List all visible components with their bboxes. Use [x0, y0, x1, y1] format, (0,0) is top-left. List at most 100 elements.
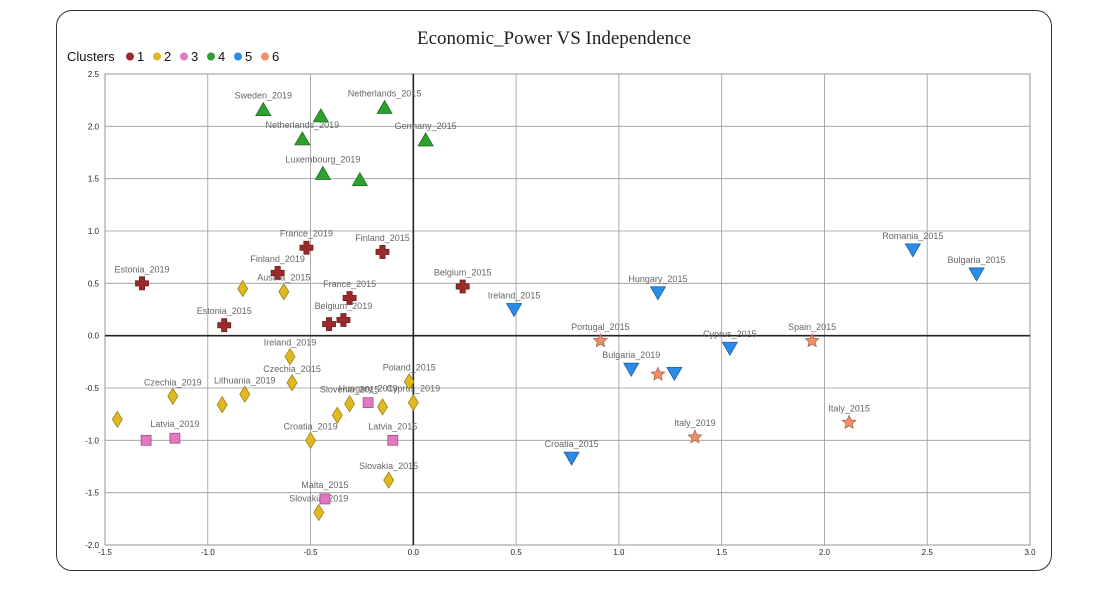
legend-dot-1	[126, 52, 134, 61]
cluster-1-point	[342, 291, 357, 305]
cluster-1-point	[299, 240, 314, 255]
cluster-2-point	[167, 387, 179, 406]
legend: Clusters 1 2 3 4 5 6	[67, 49, 279, 64]
point-label: Hungary_2015	[628, 274, 687, 284]
point-label: Belgium_2015	[434, 267, 492, 277]
point-label: Cyprus_2019	[387, 384, 441, 394]
cluster-3-point	[319, 493, 331, 505]
point-label: Italy_2019	[674, 418, 716, 428]
point-label: Czechia_2015	[263, 364, 321, 374]
cluster-1-point	[270, 265, 285, 280]
chart-frame: Economic_Power VS Independence	[56, 10, 1052, 571]
point-label: Finland_2015	[355, 233, 410, 243]
cluster-6-point	[804, 332, 820, 348]
point-label: Bulgaria_2015	[948, 255, 1006, 265]
x-tick-label: 2.5	[922, 548, 934, 557]
cluster-4-point	[417, 132, 434, 147]
cluster-2-point	[407, 393, 419, 412]
legend-label-4: 4	[218, 49, 225, 64]
point-label: Malta_2015	[301, 480, 348, 490]
cluster-4-point	[314, 165, 332, 180]
cluster-6-point	[841, 414, 857, 430]
cluster-1-point	[217, 318, 232, 333]
chart-title: Economic_Power VS Independence	[416, 28, 691, 49]
cluster-1-point	[322, 317, 336, 332]
x-tick-label: 0.0	[408, 548, 420, 557]
cluster-2-point	[216, 395, 228, 414]
cluster-2-point	[239, 385, 251, 404]
cluster-2-point	[403, 372, 415, 391]
point-label: Poland_2015	[383, 363, 436, 373]
x-tick-label: 2.0	[819, 548, 831, 557]
cluster-3-point	[362, 397, 374, 409]
legend-label-2: 2	[164, 49, 171, 64]
cluster-5-point	[666, 366, 683, 382]
cluster-4-point	[255, 101, 272, 116]
legend-dot-6	[261, 52, 269, 61]
cluster-2-point	[331, 406, 343, 424]
point-label: France_2019	[280, 229, 333, 239]
cluster-1-point	[375, 245, 390, 259]
axis-lines	[105, 74, 1030, 545]
legend-dot-2	[153, 52, 161, 61]
x-tick-label: -1.5	[98, 548, 112, 557]
point-label: Ireland_2015	[488, 291, 541, 301]
legend-dot-3	[180, 52, 188, 61]
y-tick-label: -1.5	[85, 489, 99, 498]
cluster-2-point	[284, 347, 296, 366]
point-label: Lithuania_2019	[214, 375, 276, 385]
x-tick-label: -1.0	[201, 548, 215, 557]
cluster-5-point	[505, 303, 523, 318]
cluster-3-point	[387, 434, 399, 446]
point-label: Slovakia_2019	[289, 494, 348, 504]
x-tick-label: -0.5	[304, 548, 318, 557]
legend-label-1: 1	[137, 49, 144, 64]
cluster-4-point	[351, 171, 369, 187]
point-label: Bulgaria_2019	[602, 350, 660, 360]
point-label: Latvia_2015	[368, 421, 417, 431]
point-label: Slovenia_2015	[320, 385, 380, 395]
point-label: Netherlands_2015	[348, 88, 422, 98]
cluster-5-point	[721, 341, 739, 357]
point-label: Germany_2015	[395, 121, 457, 131]
y-tick-label: 0.5	[88, 279, 100, 288]
cluster-6-point	[687, 429, 703, 444]
point-label: Luxembourg_2019	[285, 154, 360, 164]
cluster-4-point	[294, 131, 311, 146]
cluster-3-point	[169, 432, 181, 444]
cluster-2-point	[111, 410, 123, 429]
y-tick-label: 2.0	[88, 122, 100, 131]
point-label: Ireland_2019	[264, 338, 317, 348]
legend-label-5: 5	[245, 49, 252, 64]
cluster-2-point	[286, 374, 298, 392]
cluster-6-point	[592, 332, 609, 348]
x-tick-label: 3.0	[1024, 548, 1036, 557]
legend-dot-4	[207, 52, 215, 61]
cluster-3-point	[140, 434, 152, 446]
cluster-2-point	[383, 471, 395, 489]
legend-label-6: 6	[272, 49, 279, 64]
y-tick-label: -1.0	[85, 436, 99, 445]
y-tick-label: -0.5	[85, 384, 99, 393]
cluster-2-point	[278, 282, 290, 301]
y-tick-label: 2.5	[88, 70, 100, 79]
point-label: Latvia_2019	[150, 419, 199, 429]
cluster-2-point	[377, 398, 388, 416]
point-label: France_2015	[323, 279, 376, 289]
cluster-5-point	[649, 286, 667, 301]
point-label: Belgium_2019	[315, 301, 373, 311]
point-label: Austria_2015	[257, 273, 310, 283]
y-tick-label: -2.0	[85, 541, 99, 550]
legend-dot-5	[234, 52, 242, 61]
y-tick-label: 0.0	[88, 332, 100, 341]
cluster-4-point	[312, 108, 330, 123]
cluster-5-point	[968, 267, 985, 282]
cluster-2-point	[237, 279, 249, 298]
point-label: Netherlands_2019	[266, 120, 340, 130]
point-label: Czechia_2019	[144, 377, 202, 387]
y-tick-label: 1.5	[88, 175, 100, 184]
point-label: Croatia_2019	[284, 421, 338, 431]
point-label: Sweden_2019	[234, 91, 292, 101]
point-label: Portugal_2015	[571, 322, 630, 332]
